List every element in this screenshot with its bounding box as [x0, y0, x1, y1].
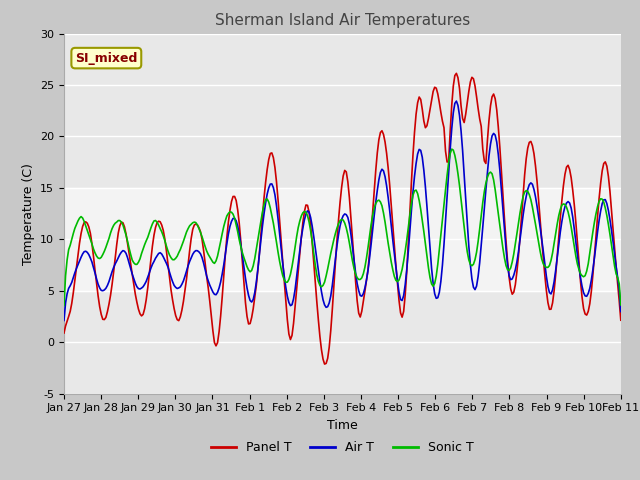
Legend: Panel T, Air T, Sonic T: Panel T, Air T, Sonic T [206, 436, 479, 459]
X-axis label: Time: Time [327, 419, 358, 432]
Bar [64, 188, 621, 291]
Title: Sherman Island Air Temperatures: Sherman Island Air Temperatures [215, 13, 470, 28]
Y-axis label: Temperature (C): Temperature (C) [22, 163, 35, 264]
Text: SI_mixed: SI_mixed [75, 51, 138, 65]
